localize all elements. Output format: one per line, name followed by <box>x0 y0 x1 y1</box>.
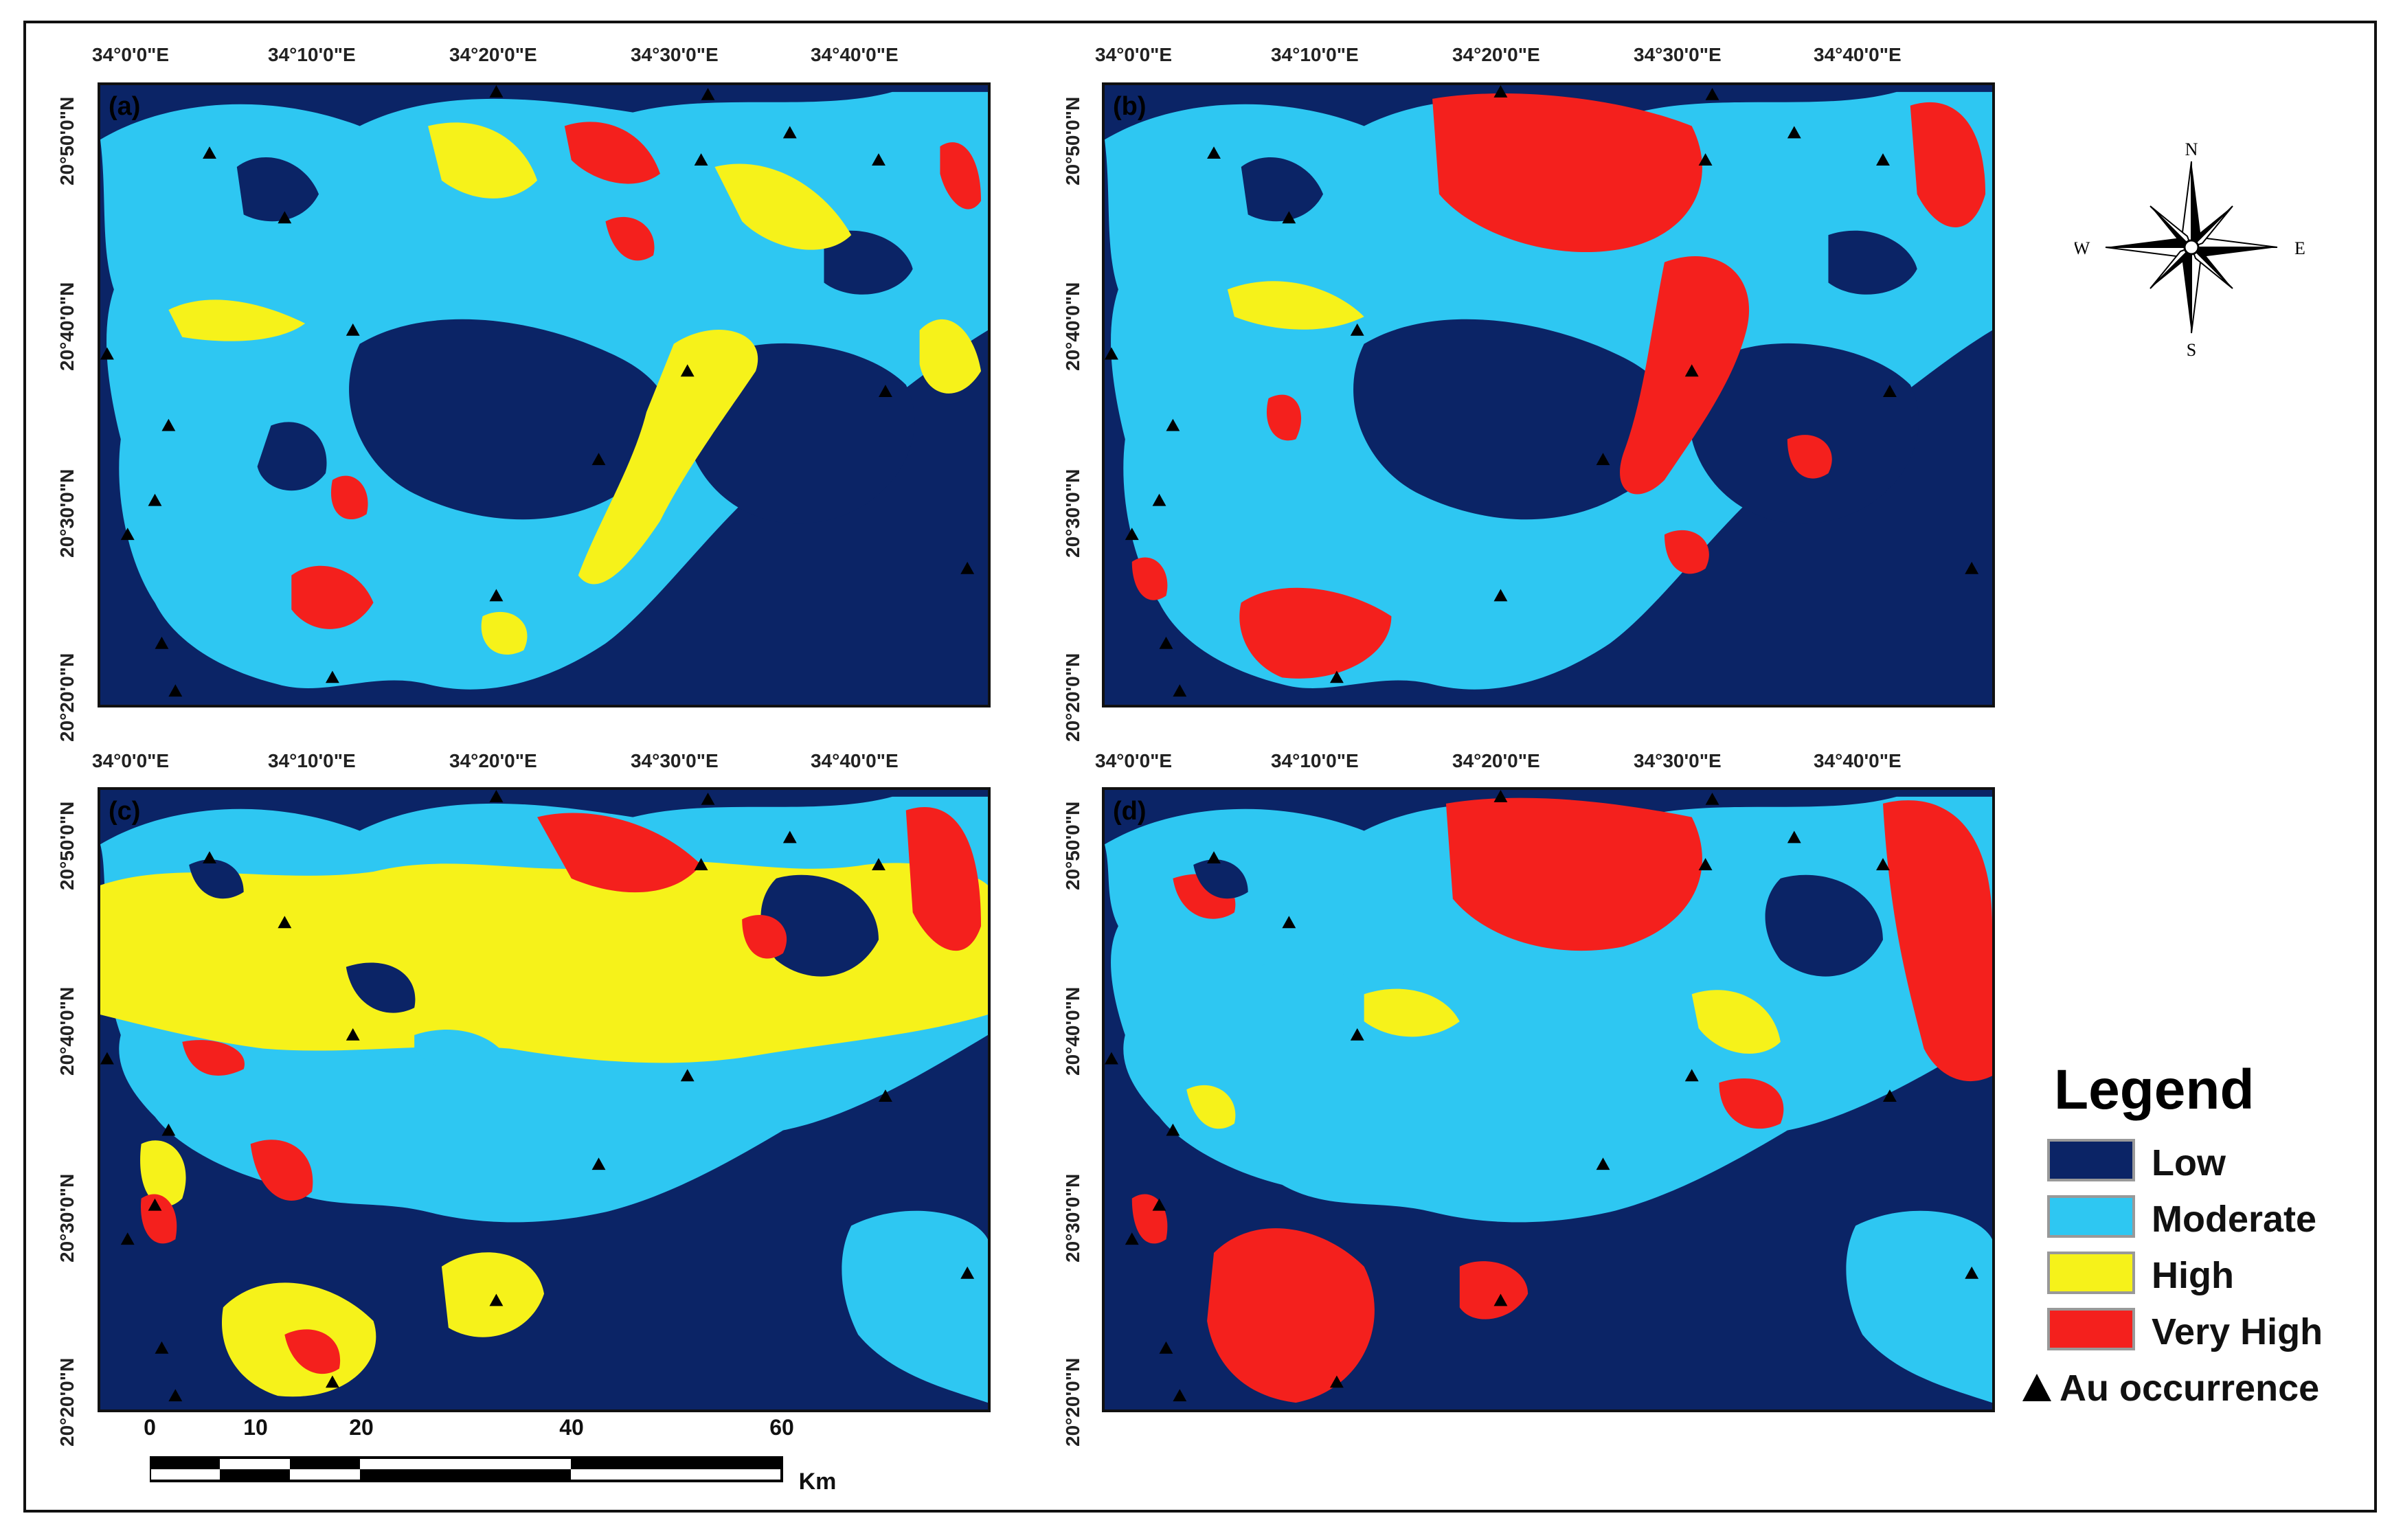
map-panel-c: (c) <box>98 787 991 1412</box>
scale-tick-10: 10 <box>243 1415 268 1440</box>
lon-label-a-1: 34°0'0"E <box>92 44 170 65</box>
scale-tick-20: 20 <box>349 1415 374 1440</box>
lat-label-d-3: 20°30'0"N <box>1062 1173 1083 1262</box>
scale-bar: 0 10 20 40 60 Km <box>137 1415 836 1497</box>
map-panel-b: (b) <box>1102 82 1995 707</box>
lat-label-c-2: 20°40'0"N <box>56 986 78 1076</box>
lon-label-d-4: 34°30'0"E <box>1634 750 1722 771</box>
scale-tick-0: 0 <box>144 1415 156 1440</box>
lat-label-c-1: 20°50'0"N <box>56 801 78 890</box>
legend-label-high: High <box>2152 1255 2234 1296</box>
lat-label-a-4: 20°20'0"N <box>56 653 78 742</box>
figure-frame <box>23 21 2377 1513</box>
legend-label-low: Low <box>2152 1142 2226 1184</box>
legend-label-very-high: Very High <box>2152 1311 2323 1352</box>
au-markers-c <box>100 790 975 1402</box>
lat-label-a-1: 20°50'0"N <box>56 96 78 185</box>
panel-label-b: (b) <box>1113 92 1147 121</box>
legend-label-au: Au occurrence <box>2060 1368 2320 1409</box>
compass-e: E <box>2294 238 2305 258</box>
au-markers-b <box>1105 85 1979 697</box>
lat-label-c-4: 20°20'0"N <box>56 1357 78 1447</box>
lat-label-c-3: 20°30'0"N <box>56 1173 78 1262</box>
lon-label-c-2: 34°10'0"E <box>268 750 356 771</box>
triangle-marker-icon <box>2022 1374 2051 1401</box>
lon-label-b-2: 34°10'0"E <box>1271 44 1359 65</box>
panel-label-c: (c) <box>109 797 141 826</box>
au-markers-a <box>100 85 975 697</box>
compass-w: W <box>2075 238 2090 258</box>
lon-label-a-2: 34°10'0"E <box>268 44 356 65</box>
lat-label-d-4: 20°20'0"N <box>1062 1357 1083 1447</box>
lat-label-b-1: 20°50'0"N <box>1062 96 1083 185</box>
lon-label-a-4: 34°30'0"E <box>631 44 719 65</box>
scale-tick-40: 40 <box>559 1415 584 1440</box>
compass-n: N <box>2185 139 2198 159</box>
lon-label-b-1: 34°0'0"E <box>1095 44 1173 65</box>
compass-s: S <box>2187 340 2196 357</box>
lat-label-a-3: 20°30'0"N <box>56 468 78 558</box>
lon-label-b-4: 34°30'0"E <box>1634 44 1722 65</box>
lon-label-d-2: 34°10'0"E <box>1271 750 1359 771</box>
lon-label-c-5: 34°40'0"E <box>811 750 899 771</box>
lon-label-b-3: 34°20'0"E <box>1452 44 1540 65</box>
lat-label-b-2: 20°40'0"N <box>1062 282 1083 371</box>
legend-title: Legend <box>2054 1058 2255 1121</box>
lon-label-a-5: 34°40'0"E <box>811 44 899 65</box>
lat-label-d-1: 20°50'0"N <box>1062 801 1083 890</box>
lon-label-c-3: 34°20'0"E <box>449 750 537 771</box>
map-panel-d: (d) <box>1102 787 1995 1412</box>
map-a-canvas <box>100 85 988 697</box>
lat-label-d-2: 20°40'0"N <box>1062 986 1083 1076</box>
panel-label-d: (d) <box>1113 797 1147 826</box>
lon-label-d-1: 34°0'0"E <box>1095 750 1173 771</box>
legend: Legend Low Moderate High Very High Au oc… <box>2020 1058 2377 1429</box>
lat-label-b-4: 20°20'0"N <box>1062 653 1083 742</box>
compass-rose-icon: N S E W <box>2073 139 2305 360</box>
map-d-canvas <box>1105 790 1992 1403</box>
legend-swatch-very-high <box>2047 1308 2135 1350</box>
scale-tick-60: 60 <box>769 1415 794 1440</box>
lon-label-b-5: 34°40'0"E <box>1814 44 1902 65</box>
map-panel-a: (a) <box>98 82 991 707</box>
scale-unit: Km <box>798 1469 837 1495</box>
legend-swatch-low <box>2047 1139 2135 1181</box>
north-arrow: N S E W <box>2073 137 2308 360</box>
scale-bar-graphic <box>150 1456 783 1482</box>
map-b-canvas <box>1105 85 1992 697</box>
lon-label-d-3: 34°20'0"E <box>1452 750 1540 771</box>
legend-label-moderate: Moderate <box>2152 1199 2317 1240</box>
lon-label-c-4: 34°30'0"E <box>631 750 719 771</box>
lat-label-a-2: 20°40'0"N <box>56 282 78 371</box>
lat-label-b-3: 20°30'0"N <box>1062 468 1083 558</box>
map-c-canvas <box>100 790 988 1403</box>
lon-label-d-5: 34°40'0"E <box>1814 750 1902 771</box>
panel-label-a: (a) <box>109 92 141 121</box>
lon-label-a-3: 34°20'0"E <box>449 44 537 65</box>
lon-label-c-1: 34°0'0"E <box>92 750 170 771</box>
legend-swatch-moderate <box>2047 1195 2135 1238</box>
au-markers-d <box>1105 790 1979 1402</box>
legend-swatch-high <box>2047 1252 2135 1294</box>
